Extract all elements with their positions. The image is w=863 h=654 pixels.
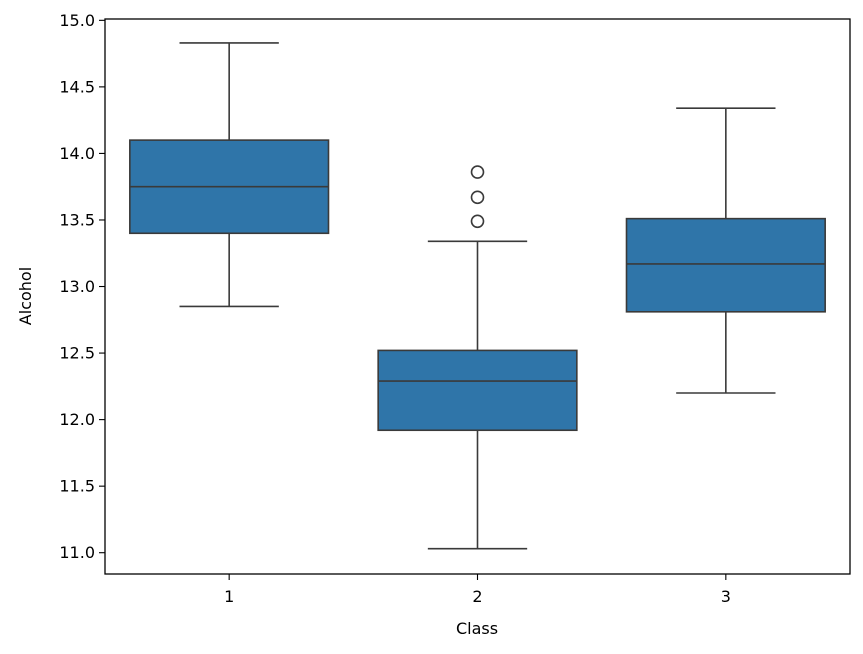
y-axis: 11.0 11.5 12.0 12.5 13.0 13.5 14.0 14.5 15.0 <box>59 11 105 562</box>
x-axis-label: Class <box>456 619 498 638</box>
y-tick-label: 12.5 <box>59 344 95 363</box>
y-axis-label: Alcohol <box>16 267 35 325</box>
y-tick-label: 13.0 <box>59 277 95 296</box>
y-tick-label: 12.0 <box>59 410 95 429</box>
y-tick-label: 14.0 <box>59 144 95 163</box>
x-tick-label: 1 <box>224 587 234 606</box>
iqr-box <box>625 217 826 313</box>
y-tick-label: 11.0 <box>59 543 95 562</box>
box-group-class-2 <box>377 165 578 550</box>
y-tick-label: 11.5 <box>59 477 95 496</box>
box-group-class-1 <box>129 42 330 308</box>
outlier-point <box>470 165 485 179</box>
y-tick-label: 15.0 <box>59 11 95 30</box>
boxes-layer <box>129 42 826 550</box>
box-group-class-3 <box>625 107 826 394</box>
x-tick-label: 3 <box>721 587 731 606</box>
y-tick-label: 14.5 <box>59 77 95 96</box>
outlier-point <box>470 190 485 205</box>
outlier-point <box>470 214 485 229</box>
y-tick-label: 13.5 <box>59 210 95 229</box>
x-axis: 1 2 3 <box>224 574 731 606</box>
x-tick-label: 2 <box>472 587 482 606</box>
iqr-box <box>377 349 578 432</box>
